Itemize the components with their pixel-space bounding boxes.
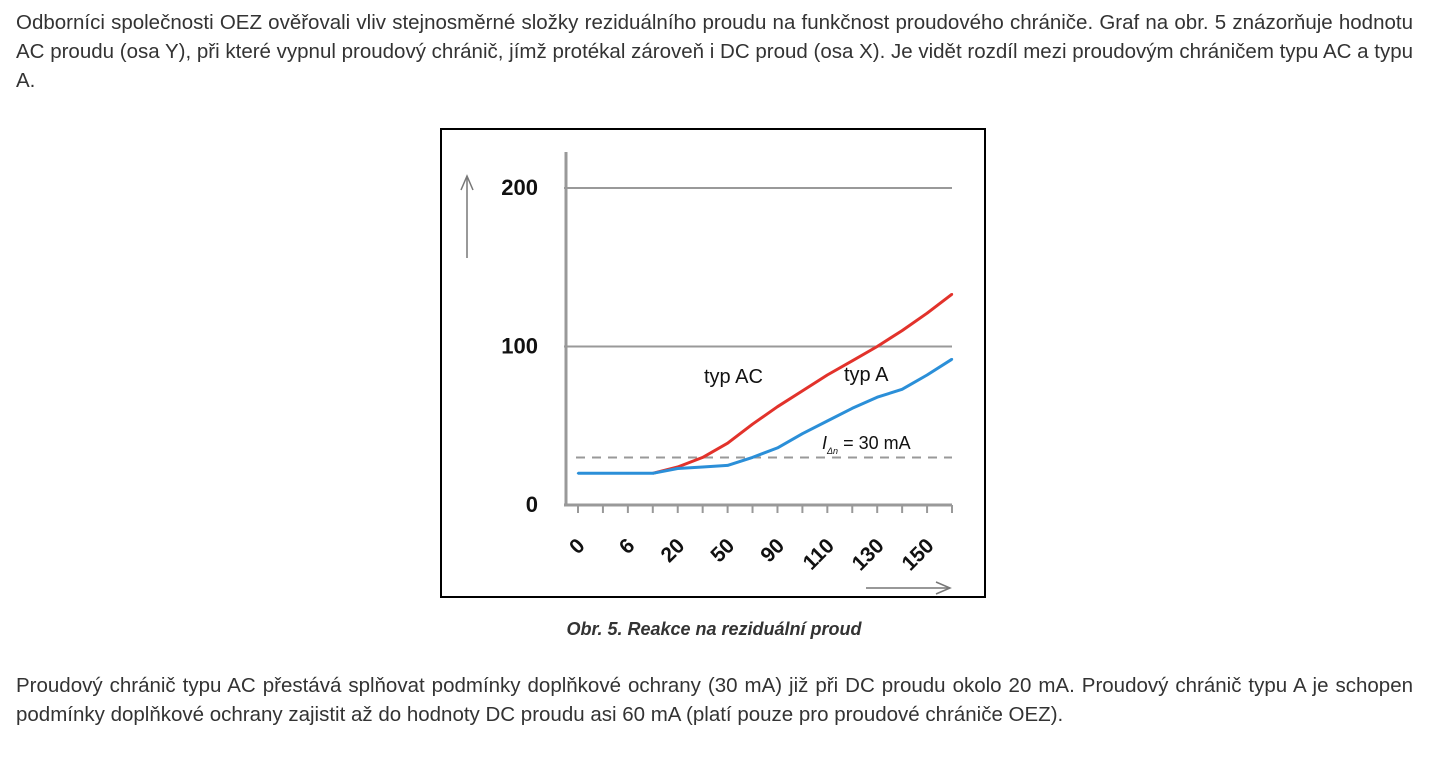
series-point — [900, 388, 904, 391]
series-point — [851, 407, 854, 410]
series-point — [801, 389, 804, 393]
y-tick-label: 0 — [526, 492, 538, 517]
series-point — [826, 373, 829, 377]
series-point — [950, 357, 954, 361]
series-point — [701, 456, 704, 459]
x-axis-arrow — [866, 581, 952, 595]
x-tick-label: 90 — [756, 534, 789, 567]
x-tick-label: 150 — [898, 534, 939, 575]
series-point — [751, 456, 754, 459]
series-point — [876, 345, 879, 348]
series-point — [776, 446, 779, 450]
x-tick-label: 50 — [706, 534, 739, 567]
series-point — [726, 441, 729, 445]
conclusion-paragraph: Proudový chránič typu AC přestává splňov… — [16, 674, 1413, 726]
series-point — [651, 472, 654, 475]
series-point — [751, 422, 754, 426]
threshold-label: IΔn = 30 mA — [822, 433, 911, 456]
series-label-a: typ A — [844, 364, 889, 386]
series-point — [601, 472, 605, 475]
series-point — [726, 464, 729, 467]
series-point — [851, 359, 854, 362]
series-point — [776, 405, 779, 408]
series-point — [701, 465, 704, 469]
series-point — [900, 329, 904, 332]
series-point — [626, 472, 630, 475]
series-point — [826, 419, 829, 423]
series-point — [925, 312, 929, 315]
series-label-ac: typ AC — [704, 366, 763, 388]
series-point — [801, 432, 804, 435]
x-tick-label: 20 — [656, 534, 689, 567]
series-point — [950, 292, 954, 296]
series-line — [578, 357, 953, 475]
chart-figure: 0 100 200 0 6 20 50 90 110 130 150 typ AC typ A IΔn … — [440, 128, 986, 598]
intro-paragraph: Odborníci společnosti OEZ ověřovali vliv… — [16, 11, 1413, 92]
y-axis-arrow — [460, 174, 474, 258]
figure-caption: Obr. 5. Reakce na reziduální proud — [566, 619, 862, 639]
x-tick-label: 6 — [615, 534, 640, 559]
y-tick-label: 200 — [501, 175, 538, 200]
series-point — [676, 467, 679, 470]
series-point — [925, 373, 929, 377]
series-point — [876, 396, 879, 399]
x-tick-label: 130 — [848, 534, 889, 575]
x-tick-label: 110 — [799, 534, 839, 574]
y-tick-label: 100 — [501, 334, 538, 359]
series-point — [576, 472, 580, 475]
x-tick-label: 0 — [565, 534, 590, 559]
